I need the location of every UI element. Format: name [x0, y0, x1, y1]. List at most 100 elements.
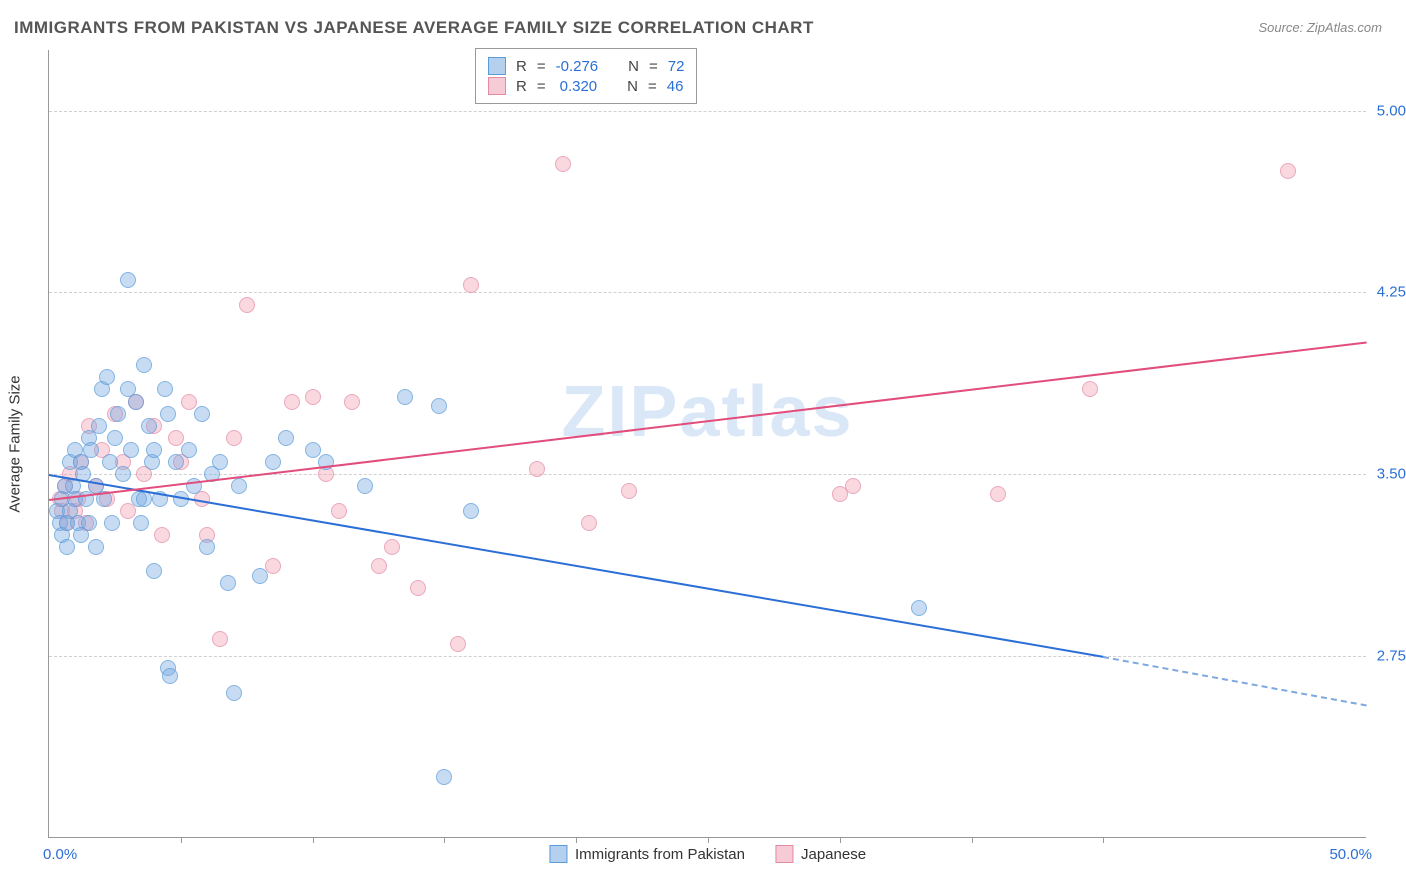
scatter-point-pakistan	[88, 539, 104, 555]
n-value-pink: 46	[667, 78, 684, 95]
x-tick	[444, 837, 445, 843]
source-attribution: Source: ZipAtlas.com	[1258, 20, 1382, 35]
scatter-point-pakistan	[81, 515, 97, 531]
scatter-point-pakistan	[104, 515, 120, 531]
correlation-legend: R = -0.276 N = 72 R = 0.320 N = 46	[475, 48, 697, 104]
n-value-blue: 72	[668, 58, 685, 75]
x-tick	[972, 837, 973, 843]
scatter-point-japanese	[331, 503, 347, 519]
series-legend: Immigrants from Pakistan Japanese	[549, 845, 866, 863]
chart-title: IMMIGRANTS FROM PAKISTAN VS JAPANESE AVE…	[14, 18, 814, 38]
regression-line-japanese	[49, 341, 1367, 501]
scatter-point-pakistan	[357, 478, 373, 494]
scatter-point-pakistan	[91, 418, 107, 434]
scatter-point-pakistan	[141, 418, 157, 434]
gridline	[49, 292, 1366, 293]
scatter-point-pakistan	[99, 369, 115, 385]
legend-row-blue: R = -0.276 N = 72	[488, 57, 684, 75]
x-tick	[1103, 837, 1104, 843]
scatter-point-pakistan	[397, 389, 413, 405]
scatter-point-japanese	[284, 394, 300, 410]
swatch-pink-icon	[488, 77, 506, 95]
regression-extrapolation-pakistan	[1103, 656, 1367, 706]
scatter-point-japanese	[555, 156, 571, 172]
scatter-point-japanese	[212, 631, 228, 647]
scatter-plot-area: Average Family Size 0.0% 50.0% ZIPatlas …	[48, 50, 1366, 838]
legend-item-pakistan: Immigrants from Pakistan	[549, 845, 745, 863]
scatter-point-pakistan	[231, 478, 247, 494]
scatter-point-japanese	[832, 486, 848, 502]
x-tick	[840, 837, 841, 843]
x-tick	[313, 837, 314, 843]
scatter-point-japanese	[226, 430, 242, 446]
n-label: N	[628, 58, 639, 75]
scatter-point-pakistan	[278, 430, 294, 446]
scatter-point-japanese	[410, 580, 426, 596]
scatter-point-pakistan	[146, 442, 162, 458]
scatter-point-pakistan	[160, 406, 176, 422]
eq-sign: =	[537, 78, 546, 95]
scatter-point-japanese	[529, 461, 545, 477]
scatter-point-japanese	[621, 483, 637, 499]
scatter-point-japanese	[344, 394, 360, 410]
r-value-blue: -0.276	[556, 58, 599, 75]
watermark-text: ZIPatlas	[561, 371, 853, 453]
scatter-point-pakistan	[162, 668, 178, 684]
scatter-point-pakistan	[83, 442, 99, 458]
swatch-blue-icon	[549, 845, 567, 863]
scatter-point-japanese	[1280, 163, 1296, 179]
x-axis-max-label: 50.0%	[1329, 846, 1372, 863]
scatter-point-japanese	[1082, 381, 1098, 397]
scatter-point-pakistan	[199, 539, 215, 555]
swatch-blue-icon	[488, 57, 506, 75]
r-value-pink: 0.320	[556, 78, 598, 95]
scatter-point-pakistan	[146, 563, 162, 579]
scatter-point-pakistan	[102, 454, 118, 470]
scatter-point-japanese	[154, 527, 170, 543]
scatter-point-pakistan	[128, 394, 144, 410]
legend-label-pakistan: Immigrants from Pakistan	[575, 846, 745, 863]
legend-item-japanese: Japanese	[775, 845, 866, 863]
y-axis-label: Average Family Size	[7, 375, 24, 512]
x-tick	[181, 837, 182, 843]
scatter-point-japanese	[990, 486, 1006, 502]
y-tick-label: 2.75	[1377, 648, 1406, 665]
scatter-point-pakistan	[252, 568, 268, 584]
scatter-point-japanese	[463, 277, 479, 293]
scatter-point-pakistan	[123, 442, 139, 458]
scatter-point-japanese	[581, 515, 597, 531]
legend-row-pink: R = 0.320 N = 46	[488, 77, 684, 95]
scatter-point-japanese	[265, 558, 281, 574]
scatter-point-pakistan	[431, 398, 447, 414]
n-label: N	[627, 78, 638, 95]
r-label: R	[516, 78, 527, 95]
scatter-point-pakistan	[220, 575, 236, 591]
r-label: R	[516, 58, 527, 75]
scatter-point-pakistan	[136, 357, 152, 373]
scatter-point-pakistan	[463, 503, 479, 519]
x-tick	[576, 837, 577, 843]
scatter-point-japanese	[239, 297, 255, 313]
scatter-point-pakistan	[212, 454, 228, 470]
scatter-point-pakistan	[305, 442, 321, 458]
scatter-point-pakistan	[226, 685, 242, 701]
scatter-point-japanese	[168, 430, 184, 446]
scatter-point-japanese	[384, 539, 400, 555]
scatter-point-pakistan	[181, 442, 197, 458]
gridline	[49, 656, 1366, 657]
scatter-point-pakistan	[436, 769, 452, 785]
scatter-point-japanese	[305, 389, 321, 405]
scatter-point-pakistan	[265, 454, 281, 470]
scatter-point-japanese	[371, 558, 387, 574]
source-prefix: Source:	[1258, 20, 1306, 35]
eq-sign: =	[537, 58, 546, 75]
y-tick-label: 5.00	[1377, 102, 1406, 119]
scatter-point-pakistan	[107, 430, 123, 446]
scatter-point-pakistan	[194, 406, 210, 422]
legend-label-japanese: Japanese	[801, 846, 866, 863]
scatter-point-pakistan	[133, 515, 149, 531]
scatter-point-pakistan	[120, 272, 136, 288]
scatter-point-pakistan	[168, 454, 184, 470]
x-tick	[708, 837, 709, 843]
scatter-point-pakistan	[157, 381, 173, 397]
